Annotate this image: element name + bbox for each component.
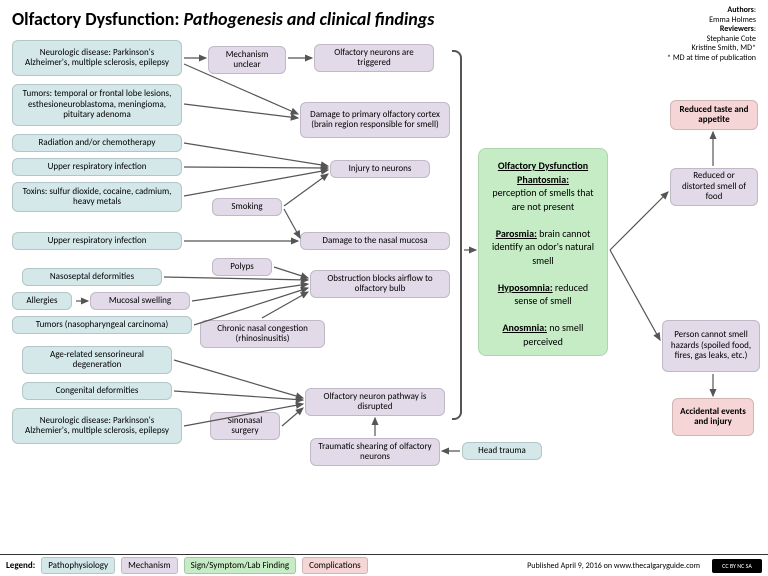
big-h2: Phantosmia: — [517, 173, 569, 186]
authors-label: Authors — [727, 5, 753, 15]
node-mucosa: Damage to the nasal mucosa — [300, 232, 450, 250]
big-h1: Olfactory Dysfunction — [498, 159, 588, 172]
node-age: Age-related sensorineural degeneration — [22, 346, 172, 374]
node-toxins: Toxins: sulfur dioxide, cocaine, cadmium… — [12, 182, 182, 212]
brace-icon — [452, 50, 462, 420]
node-naso: Nasoseptal deformities — [22, 268, 162, 286]
node-tumors1: Tumors: temporal or frontal lobe lesions… — [12, 84, 182, 126]
node-smoking: Smoking — [212, 198, 282, 216]
big-h3: Parosmia: — [496, 227, 537, 240]
node-sinonasal: Sinonasal surgery — [210, 412, 280, 440]
rev2: Kristine Smith, MD* — [692, 43, 756, 53]
node-congen: Congenital deformities — [22, 382, 172, 400]
author: Emma Holmes — [709, 15, 756, 25]
legend-mech: Mechanism — [121, 557, 178, 574]
node-cortex: Damage to primary olfactory cortex (brai… — [300, 102, 450, 138]
node-allerg: Allergies — [12, 292, 72, 310]
node-uri1: Upper respiratory infection — [12, 158, 182, 176]
big-h4: Hyposomnia: — [498, 281, 553, 294]
legend-comp: Complications — [302, 557, 368, 574]
node-injury: Injury to neurons — [330, 160, 430, 178]
node-shear: Traumatic shearing of olfactory neurons — [310, 438, 440, 466]
node-chronic: Chronic nasal congestion (rhinosinusitis… — [200, 320, 325, 348]
node-uri2: Upper respiratory infection — [12, 232, 182, 250]
note: * MD at time of publication — [667, 53, 756, 63]
legend: Legend: Pathophysiology Mechanism Sign/S… — [0, 554, 768, 576]
credits: Authors: Emma Holmes Reviewers: Stephani… — [667, 6, 756, 64]
node-hazard: Person cannot smell hazards (spoiled foo… — [662, 320, 760, 372]
node-rad: Radiation and/or chemotherapy — [12, 134, 182, 152]
node-disrupt: Olfactory neuron pathway is disrupted — [305, 388, 445, 416]
node-taste: Reduced taste and appetite — [670, 100, 758, 130]
title-sub: Pathogenesis and clinical findings — [183, 8, 434, 30]
node-tumors2: Tumors (nasopharyngeal carcinoma) — [12, 316, 192, 334]
node-neuro2: Neurologic disease: Parkinson's Alzhemie… — [12, 408, 182, 444]
node-neuro1: Neurologic disease: Parkinson's Alzheime… — [12, 40, 182, 76]
big-h5: Anosmnia: — [503, 321, 547, 334]
node-mucosal: Mucosal swelling — [90, 292, 190, 310]
legend-label: Legend: — [6, 560, 35, 571]
node-trig: Olfactory neurons are triggered — [314, 44, 434, 72]
reviewers-label: Reviewers — [720, 24, 754, 34]
rev1: Stephanie Cote — [707, 34, 756, 44]
title-main: Olfactory Dysfunction: — [12, 8, 179, 30]
legend-patho: Pathophysiology — [41, 557, 115, 574]
big-sign-box: Olfactory Dysfunction Phantosmia: percep… — [478, 148, 608, 356]
node-obstruct: Obstruction blocks airflow to olfactory … — [310, 270, 450, 298]
node-polyps: Polyps — [212, 258, 272, 276]
page-title: Olfactory Dysfunction: Pathogenesis and … — [12, 8, 434, 30]
node-accident: Accidental events and injury — [672, 398, 754, 436]
published: Published April 9, 2016 on www.thecalgar… — [527, 561, 700, 571]
node-food: Reduced or distorted smell of food — [670, 168, 758, 206]
cc-icon: CC BY NC SA — [712, 559, 762, 573]
legend-sign: Sign/Symptom/Lab Finding — [184, 557, 297, 574]
node-head: Head trauma — [462, 442, 542, 460]
big-t1: perception of smells that are not presen… — [492, 186, 593, 213]
node-mechun: Mechanism unclear — [208, 46, 286, 74]
